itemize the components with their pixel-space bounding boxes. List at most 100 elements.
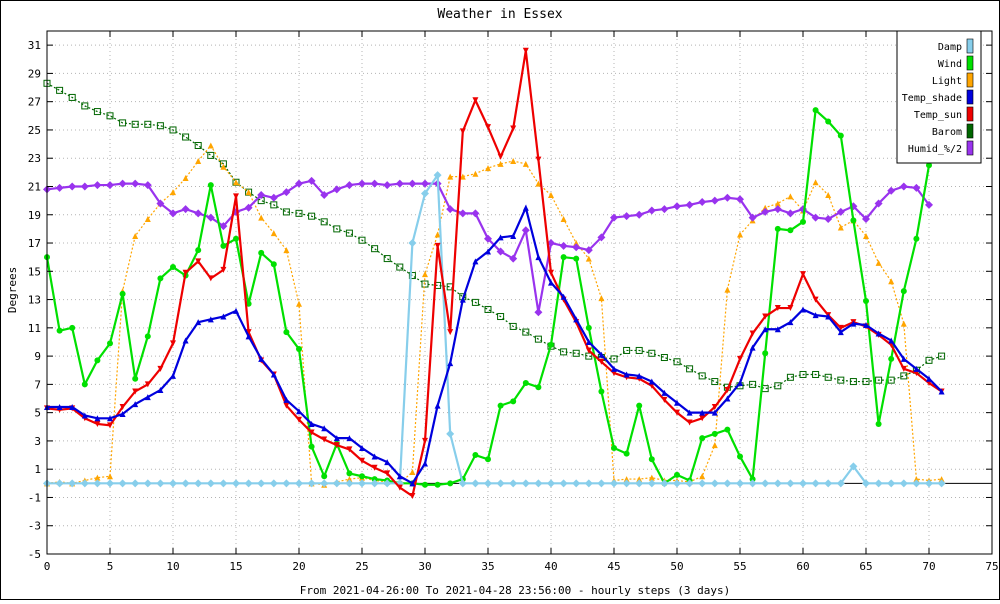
- data-point-damp: [647, 479, 656, 488]
- data-point-barom: [182, 133, 190, 141]
- data-point-humid-2: [786, 209, 795, 218]
- series-damp: [43, 171, 946, 488]
- data-point-temp-shade: [900, 355, 907, 362]
- legend-swatch-light: [966, 72, 974, 88]
- data-point-damp: [660, 479, 669, 488]
- data-point-humid-2: [710, 196, 719, 205]
- data-point-light: [346, 476, 353, 483]
- data-point-temp-sun: [422, 437, 428, 444]
- data-point-barom: [660, 354, 668, 362]
- data-point-damp: [925, 479, 933, 488]
- data-point-humid-2: [572, 243, 581, 252]
- x-tick-label: 30: [418, 560, 431, 573]
- data-point-wind: [900, 288, 907, 295]
- data-point-temp-shade: [850, 320, 857, 327]
- data-point-temp-shade: [648, 378, 655, 385]
- legend-label-wind: Wind: [938, 59, 962, 70]
- data-point-temp-sun: [686, 419, 693, 426]
- data-point-wind: [447, 480, 454, 487]
- data-point-damp: [383, 479, 392, 488]
- data-point-humid-2: [509, 254, 518, 263]
- data-point-humid-2: [912, 183, 921, 192]
- data-point-humid-2: [257, 190, 266, 199]
- data-point-light: [182, 175, 189, 182]
- data-point-humid-2: [862, 214, 870, 223]
- data-point-humid-2: [673, 202, 681, 211]
- plot-area-border: [46, 30, 993, 555]
- data-point-damp: [295, 479, 303, 488]
- data-point-humid-2: [383, 181, 392, 190]
- data-point-barom: [119, 119, 127, 127]
- data-point-light: [711, 442, 718, 449]
- data-point-barom: [144, 120, 152, 128]
- data-point-damp: [811, 479, 820, 488]
- data-point-damp: [257, 479, 266, 488]
- data-point-humid-2: [358, 179, 366, 188]
- x-tick-label: 25: [355, 560, 368, 573]
- data-point-humid-2: [647, 206, 656, 215]
- data-point-humid-2: [736, 195, 744, 204]
- data-point-barom: [308, 212, 316, 220]
- data-point-light: [409, 469, 416, 476]
- y-tick-label: -5: [28, 548, 41, 561]
- data-point-barom: [93, 108, 101, 116]
- data-point-light: [535, 180, 542, 187]
- data-point-temp-sun: [384, 470, 391, 477]
- data-point-temp-shade: [913, 365, 920, 372]
- data-point-temp-sun: [535, 156, 542, 163]
- data-point-temp-sun: [787, 305, 794, 312]
- data-point-light: [699, 473, 706, 480]
- data-point-barom: [534, 335, 542, 343]
- data-point-humid-2: [584, 246, 593, 255]
- data-point-temp-shade: [699, 409, 706, 416]
- data-point-temp-shade: [144, 394, 151, 401]
- data-point-wind: [573, 255, 580, 262]
- data-point-light: [510, 158, 517, 165]
- data-point-barom: [623, 346, 631, 354]
- data-point-temp-sun: [346, 446, 353, 453]
- data-point-humid-2: [622, 212, 631, 221]
- data-point-temp-shade: [938, 388, 945, 395]
- data-point-wind: [875, 420, 882, 427]
- data-point-humid-2: [610, 213, 618, 222]
- data-point-temp-shade: [762, 326, 769, 333]
- data-point-temp-shade: [863, 322, 869, 329]
- data-point-wind: [258, 249, 265, 256]
- data-point-damp: [673, 479, 681, 488]
- data-point-temp-sun: [233, 193, 239, 200]
- data-point-temp-sun: [107, 422, 113, 429]
- data-point-temp-shade: [611, 365, 617, 372]
- data-point-humid-2: [295, 179, 303, 188]
- data-point-temp-shade: [875, 330, 882, 337]
- data-point-wind: [724, 426, 731, 433]
- data-point-barom: [812, 370, 820, 378]
- data-point-temp-shade: [749, 344, 756, 351]
- data-point-humid-2: [131, 179, 140, 188]
- data-point-wind: [485, 456, 491, 463]
- data-point-temp-shade: [837, 329, 844, 336]
- data-point-temp-sun: [182, 269, 189, 276]
- x-tick-label: 40: [544, 560, 557, 573]
- data-point-wind: [94, 357, 101, 364]
- data-point-barom: [383, 255, 391, 263]
- data-point-wind: [774, 225, 781, 232]
- data-point-humid-2: [80, 182, 89, 191]
- data-point-temp-shade: [182, 337, 189, 344]
- data-point-light: [762, 204, 769, 211]
- series-humid-2: [43, 176, 933, 317]
- data-point-damp: [320, 479, 329, 488]
- data-point-damp: [799, 479, 807, 488]
- data-point-damp: [55, 479, 64, 488]
- data-point-light: [888, 278, 895, 285]
- x-tick-label: 50: [670, 560, 683, 573]
- data-point-light: [913, 476, 920, 483]
- data-point-barom: [68, 93, 76, 101]
- data-point-damp: [937, 479, 946, 488]
- data-point-humid-2: [836, 207, 845, 216]
- data-point-temp-shade: [119, 411, 126, 418]
- data-point-barom: [560, 348, 568, 356]
- data-point-temp-sun: [459, 128, 466, 135]
- data-point-damp: [509, 479, 518, 488]
- data-point-damp: [370, 479, 379, 488]
- data-point-temp-shade: [774, 326, 781, 333]
